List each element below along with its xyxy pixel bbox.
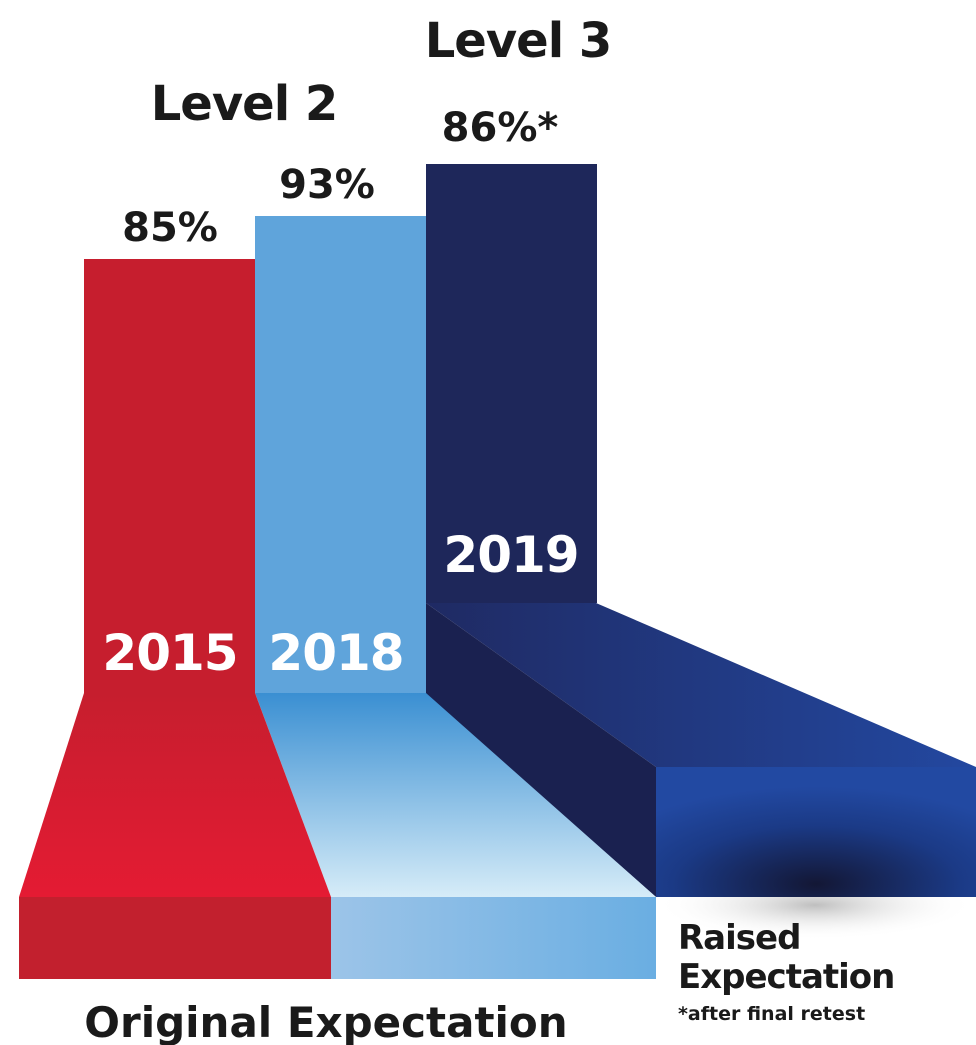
bar-2015 — [84, 259, 255, 693]
raised-label-line2: Expectation — [678, 957, 894, 997]
base-2015-top — [19, 693, 331, 897]
level-label-3: Level 3 — [425, 13, 612, 69]
bar-2018 — [255, 216, 426, 693]
level-label-2: Level 2 — [151, 76, 338, 132]
base-2015-front — [19, 897, 331, 979]
value-label-2018: 93% — [279, 162, 375, 208]
value-label-2015: 85% — [122, 205, 218, 251]
bar-2019 — [426, 164, 597, 603]
base-2019-side — [426, 603, 656, 897]
base-2019-top — [426, 603, 976, 767]
category-label-2018: 2018 — [268, 624, 403, 682]
raised-label-line1: Raised — [678, 918, 800, 958]
base-2019-front — [656, 767, 976, 897]
value-label-2019: 86%* — [442, 105, 559, 151]
category-label-2015: 2015 — [102, 624, 237, 682]
base-2018-top — [255, 693, 656, 897]
original-expectation-label: Original Expectation — [84, 998, 567, 1045]
footnote-label: *after final retest — [678, 1003, 865, 1025]
base-2018-front — [331, 897, 656, 979]
category-label-2019: 2019 — [443, 526, 578, 584]
